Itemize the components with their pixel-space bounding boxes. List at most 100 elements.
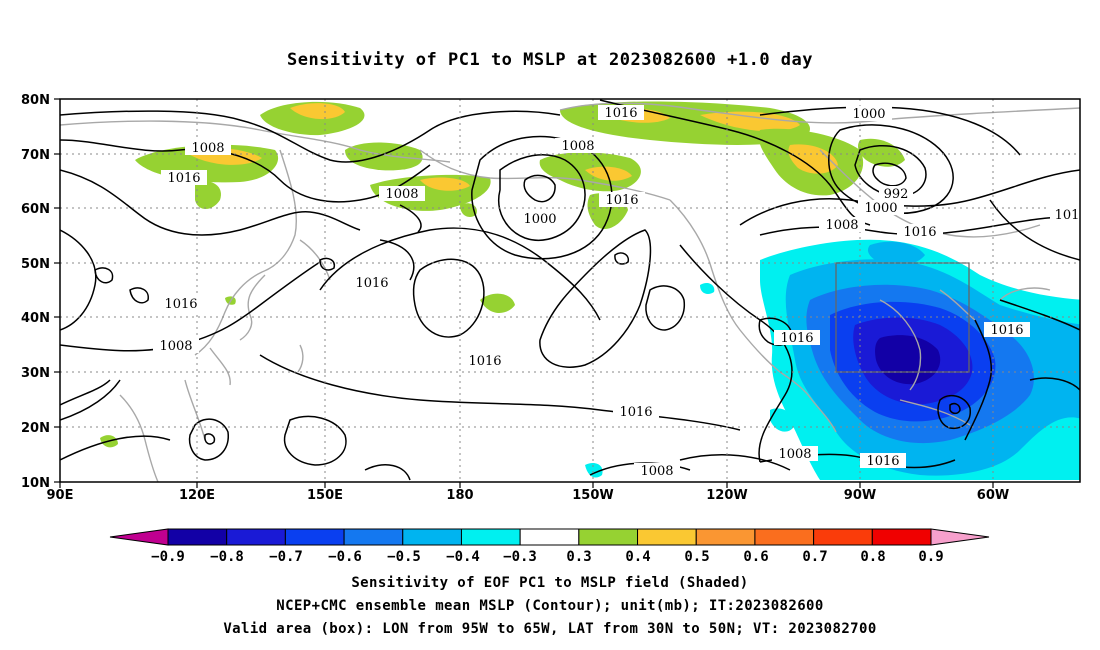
colorbar-swatch [226, 528, 286, 546]
colorbar-label: 0.5 [684, 549, 709, 565]
colorbar-label: −0.8 [210, 549, 244, 565]
colorbar-swatch [813, 528, 873, 546]
colorbar-swatch [460, 528, 521, 546]
colorbar-high-arrow [930, 528, 990, 546]
contour-label-text: 1008 [561, 139, 594, 154]
contour-label-text: 1016 [164, 297, 197, 312]
contour-label-text: 1016 [619, 405, 652, 420]
contour-label: 1000 [846, 106, 892, 122]
contour-label-text: 1008 [385, 187, 418, 202]
contour-label-text: 1008 [191, 141, 224, 156]
coastlines [60, 102, 1080, 482]
colorbar-label: 0.8 [860, 549, 885, 565]
lon-label: 60W [977, 488, 1009, 503]
lon-label: 180 [446, 488, 473, 503]
lon-label: 150W [572, 488, 613, 503]
caption-line-1: Sensitivity of EOF PC1 to MSLP field (Sh… [351, 575, 749, 591]
lat-label: 50N [21, 257, 50, 272]
contour-label-text: 1016 [468, 354, 501, 369]
colorbar-label: 0.9 [918, 549, 943, 565]
plot-frame [59, 98, 1081, 483]
caption-line-2: NCEP+CMC ensemble mean MSLP (Contour); u… [276, 598, 824, 614]
map-title: Sensitivity of PC1 to MSLP at 2023082600… [286, 50, 813, 70]
lat-label: 30N [21, 366, 50, 381]
colorbar-label: −0.3 [503, 549, 537, 565]
colorbar-label: 0.6 [743, 549, 768, 565]
contour-label: 1016 [897, 224, 943, 240]
caption-line-3: Valid area (box): LON from 95W to 65W, L… [223, 621, 877, 637]
latitude-labels: 80N 70N 60N 50N 40N 30N 20N 10N [21, 93, 50, 491]
contour-label: 1016 [462, 353, 508, 369]
contour-label: 1008 [153, 338, 199, 354]
contour-label: 1016 [349, 275, 395, 291]
contour-label-text: 1016 [990, 323, 1023, 338]
colorbar-swatch [284, 528, 345, 546]
contour-label: 1008 [379, 186, 425, 202]
contour-label: 992 [879, 186, 913, 202]
colorbar-swatch [343, 528, 404, 546]
colorbar-label: −0.5 [387, 549, 421, 565]
colorbar-labels: −0.9 −0.8 −0.7 −0.6 −0.5 −0.4 −0.3 0.3 0… [151, 549, 944, 565]
contour-label: 1016 [598, 105, 644, 121]
lon-label: 90E [47, 488, 74, 503]
contour-label-text: 992 [884, 187, 909, 202]
colorbar-label: 0.3 [566, 549, 591, 565]
lat-lon-grid [60, 99, 1080, 482]
colorbar-label: 0.4 [625, 549, 650, 565]
contour-label: 1008 [819, 217, 865, 233]
contour-label: 1008 [634, 463, 680, 479]
contour-label-text: 101 [1055, 208, 1080, 223]
colorbar-low-arrow [109, 528, 169, 546]
contour-label-text: 1016 [604, 106, 637, 121]
contour-label: 1016 [599, 192, 645, 208]
contour-label-text: 1016 [866, 454, 899, 469]
contour-label-text: 1016 [780, 331, 813, 346]
colorbar-label: −0.6 [328, 549, 362, 565]
lon-label: 150E [307, 488, 343, 503]
colorbar-swatch [871, 528, 932, 546]
contour-label: 1000 [858, 200, 904, 216]
colorbar-swatch [754, 528, 815, 546]
contour-label-text: 1008 [159, 339, 192, 354]
contour-label-text: 1016 [605, 193, 638, 208]
contour-label: 1016 [158, 296, 204, 312]
lat-label: 70N [21, 148, 50, 163]
contour-label: 1008 [185, 140, 231, 156]
contour-label: 1016 [860, 453, 906, 469]
lat-label: 60N [21, 202, 50, 217]
mslp-contours [60, 99, 1080, 481]
contour-label-text: 1016 [903, 225, 936, 240]
lon-label: 120E [179, 488, 215, 503]
contour-label: 1016 [161, 170, 207, 186]
colorbar: −0.9 −0.8 −0.7 −0.6 −0.5 −0.4 −0.3 0.3 0… [109, 528, 990, 565]
sensitivity-map: 1016 1000 1008 1008 1016 1008 1000 1016 … [21, 93, 1081, 565]
contour-label: 1008 [555, 138, 601, 154]
contour-label: 1016 [774, 330, 820, 346]
contour-label-text: 1016 [355, 276, 388, 291]
lon-label: 90W [844, 488, 876, 503]
lat-label: 80N [21, 93, 50, 108]
tick-marks [54, 98, 994, 488]
lat-label: 40N [21, 311, 50, 326]
longitude-labels: 90E 120E 150E 180 150W 120W 90W 60W [47, 488, 1010, 503]
lat-label: 20N [21, 421, 50, 436]
colorbar-label: −0.9 [151, 549, 185, 565]
contour-label: 1008 [772, 446, 818, 462]
contour-label-text: 1008 [778, 447, 811, 462]
lon-label: 120W [706, 488, 747, 503]
contour-label-text: 1000 [852, 107, 885, 122]
colorbar-label: −0.7 [269, 549, 303, 565]
colorbar-label: −0.4 [446, 549, 480, 565]
colorbar-swatch [167, 528, 228, 546]
colorbar-label: 0.7 [802, 549, 827, 565]
colorbar-swatch [637, 528, 697, 546]
contour-label-text: 1000 [864, 201, 897, 216]
contour-label-text: 1008 [640, 464, 673, 479]
contour-label-text: 1016 [167, 171, 200, 186]
contour-labels: 1016 1000 1008 1008 1016 1008 1000 1016 … [153, 105, 1080, 479]
colorbar-swatch [695, 528, 756, 546]
contour-label: 101 [1050, 207, 1080, 223]
contour-label: 1016 [984, 322, 1030, 338]
colorbar-swatch [578, 528, 639, 546]
contour-label: 1000 [517, 211, 563, 227]
